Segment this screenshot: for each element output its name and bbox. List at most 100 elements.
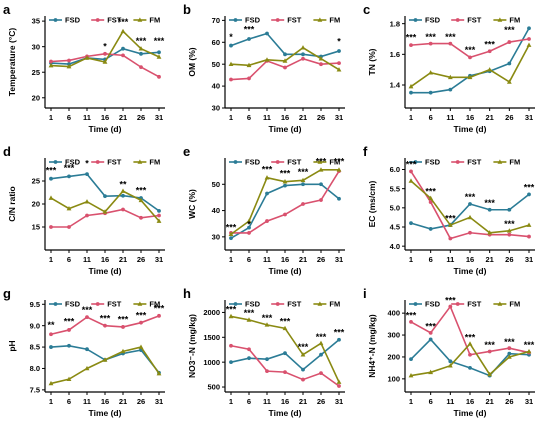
data-point-FST bbox=[301, 202, 305, 206]
legend-marker-FST bbox=[95, 160, 100, 164]
y-axis-label: NO3⁻-N (mg/kg) bbox=[187, 314, 197, 378]
data-point-FST bbox=[428, 41, 433, 46]
x-tick-label: 16 bbox=[466, 255, 474, 264]
legend-label-FST: FST bbox=[287, 16, 302, 25]
y-tick-label: 15 bbox=[32, 223, 40, 232]
legend-label-FSD: FSD bbox=[425, 300, 441, 309]
data-point-FM bbox=[428, 369, 434, 375]
y-tick-label: 1000 bbox=[203, 358, 220, 367]
legend-marker-FM bbox=[137, 17, 143, 22]
x-tick-label: 6 bbox=[429, 255, 433, 264]
significance-label: *** bbox=[504, 337, 515, 347]
data-point-FST bbox=[67, 58, 71, 63]
data-point-FSD bbox=[468, 366, 472, 370]
data-point-FM bbox=[228, 313, 234, 319]
x-tick-label: 31 bbox=[525, 255, 533, 264]
y-axis-label: OM (%) bbox=[187, 47, 197, 76]
y-tick-label: 7.5 bbox=[30, 385, 40, 394]
x-tick-label: 31 bbox=[335, 255, 343, 264]
x-tick-label: 16 bbox=[281, 397, 289, 406]
significance-label: *** bbox=[465, 45, 476, 55]
x-tick-label: 11 bbox=[83, 113, 91, 122]
y-tick-label: 300 bbox=[387, 331, 400, 340]
x-tick-label: 1 bbox=[229, 113, 233, 122]
data-point-FST bbox=[507, 232, 512, 237]
series-line-FST bbox=[50, 53, 160, 78]
panel-label: a bbox=[3, 2, 11, 17]
x-tick-label: 1 bbox=[49, 113, 53, 122]
data-point-FST bbox=[448, 41, 453, 46]
legend-marker-FM bbox=[317, 159, 323, 164]
data-point-FST bbox=[139, 65, 143, 70]
y-tick-label: 8.0 bbox=[30, 364, 40, 373]
data-point-FM bbox=[282, 179, 288, 184]
significance-label: *** bbox=[226, 222, 237, 232]
data-point-FST bbox=[448, 304, 453, 309]
data-point-FSD bbox=[507, 61, 512, 66]
y-tick-label: 100 bbox=[387, 374, 400, 383]
y-tick-label: 200 bbox=[387, 353, 400, 362]
data-point-FM bbox=[428, 70, 434, 75]
data-point-FM bbox=[318, 167, 324, 172]
legend-marker-FSD bbox=[413, 302, 418, 306]
x-tick-label: 11 bbox=[83, 397, 91, 406]
legend-label-FSD: FSD bbox=[65, 16, 81, 25]
legend-marker-FM bbox=[497, 17, 503, 22]
legend-marker-FST bbox=[455, 302, 460, 306]
y-tick-label: 30 bbox=[212, 104, 220, 113]
y-tick-label: 500 bbox=[207, 383, 220, 392]
data-point-FST bbox=[487, 49, 492, 54]
panel-label: b bbox=[183, 2, 191, 17]
data-point-FSD bbox=[85, 347, 89, 352]
y-axis-label: EC (ms/cm) bbox=[367, 180, 377, 227]
data-point-FM bbox=[447, 74, 453, 80]
data-point-FSD bbox=[67, 343, 71, 348]
y-tick-label: 60 bbox=[212, 38, 220, 47]
data-point-FST bbox=[428, 330, 433, 335]
y-tick-label: 1.8 bbox=[390, 19, 400, 28]
data-point-FSD bbox=[448, 359, 453, 364]
data-point-FM bbox=[138, 344, 144, 349]
data-point-FM bbox=[138, 197, 144, 203]
legend-label-FST: FST bbox=[287, 158, 302, 167]
data-point-FM bbox=[264, 175, 270, 180]
y-axis-label: NH4⁺-N (mg/kg) bbox=[367, 314, 377, 378]
significance-label: ** bbox=[119, 179, 127, 189]
data-point-FST bbox=[319, 62, 323, 67]
data-point-FM bbox=[48, 380, 54, 386]
data-point-FST bbox=[85, 315, 89, 320]
data-point-FSD bbox=[121, 46, 125, 51]
x-tick-label: 26 bbox=[317, 397, 325, 406]
data-point-FM bbox=[66, 376, 72, 381]
data-point-FST bbox=[49, 59, 53, 64]
y-tick-label: 70 bbox=[212, 16, 220, 25]
data-point-FSD bbox=[337, 196, 341, 201]
x-tick-label: 31 bbox=[525, 397, 533, 406]
data-point-FST bbox=[319, 371, 323, 376]
data-point-FST bbox=[157, 313, 161, 318]
data-point-FM bbox=[336, 167, 342, 172]
legend-marker-FST bbox=[95, 18, 100, 22]
legend-marker-FST bbox=[275, 160, 280, 164]
data-point-FST bbox=[121, 207, 125, 212]
significance-label: * bbox=[85, 158, 89, 168]
legend-label-FST: FST bbox=[287, 300, 302, 309]
legend-label-FM: FM bbox=[509, 300, 520, 309]
legend-label-FST: FST bbox=[107, 300, 122, 309]
x-tick-label: 16 bbox=[281, 113, 289, 122]
significance-label: *** bbox=[82, 305, 93, 315]
legend-marker-FST bbox=[95, 302, 100, 306]
data-point-FSD bbox=[229, 236, 233, 241]
data-point-FST bbox=[527, 37, 531, 41]
x-tick-label: 6 bbox=[67, 397, 71, 406]
data-point-FM bbox=[228, 231, 234, 237]
x-tick-label: 6 bbox=[429, 397, 433, 406]
data-point-FM bbox=[506, 354, 512, 359]
data-point-FST bbox=[247, 231, 251, 235]
y-tick-label: 9.5 bbox=[30, 300, 40, 309]
legend-label-FSD: FSD bbox=[65, 158, 81, 167]
significance-label: *** bbox=[425, 322, 436, 332]
